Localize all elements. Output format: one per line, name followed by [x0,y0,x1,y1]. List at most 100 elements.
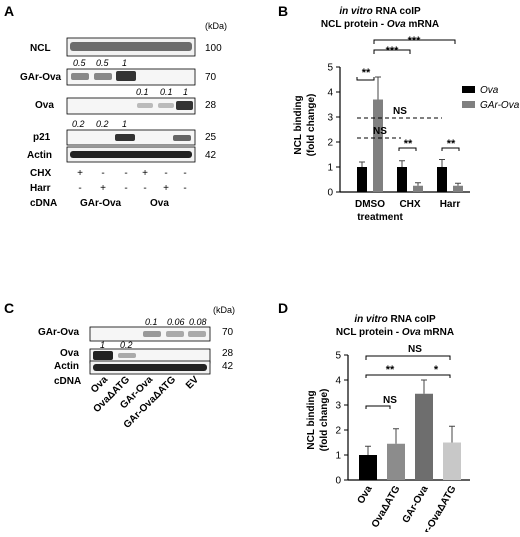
kda-unit-label: (kDa) [205,21,227,31]
xtick-b-1: CHX [399,199,420,210]
quant-p21-1: 0.2 [72,119,85,129]
harr-mark-4: - [143,183,146,194]
mw-actin: 42 [205,150,217,161]
harr-mark-2: + [100,183,106,194]
quant-ova-1: 0.1 [136,87,149,97]
cdna-label-a: cDNA [30,198,57,209]
quant-p21-2: 0.2 [96,119,109,129]
panel-c-blot: (kDa) 0.1 0.06 0.08 GAr-Ova 70 1 0.2 Ova… [38,305,235,431]
mw-c-ova: 28 [222,348,234,359]
chart-d-ytick-label-5: 5 [335,351,341,362]
condition-label-harr: Harr [30,183,51,194]
chart-d-ylabel-2: (fold change) [319,389,330,452]
quant-c-ova-2: 0.2 [120,340,133,350]
chart-b-ytick-label-3: 3 [327,113,333,124]
sig-b-bracket-3 [373,39,456,44]
mw-c-actin: 42 [222,361,234,372]
sig-b-bracket-6 [398,147,417,151]
blot-ova-band-3 [176,101,193,110]
sig-b-bracket-1 [356,77,375,81]
blot-label-ova: Ova [35,100,54,111]
bar-b-chx-0 [397,167,407,192]
harr-mark-6: - [183,183,186,194]
sig-b-bracket-7 [441,147,460,151]
chart-d-ytick-label-4: 4 [335,376,341,387]
chart-b-ytick-label-0: 0 [327,188,333,199]
mw-ncl: 100 [205,43,222,54]
legend-swatch-ova [462,86,475,93]
cdna-label-c: cDNA [54,376,81,387]
chart-d-ytick-label-2: 2 [335,426,341,437]
xtick-d-1: OvaΔATG [370,484,403,530]
chart-d-ytick-label-3: 3 [335,401,341,412]
bar-d-3 [443,442,461,480]
harr-mark-1: - [78,183,81,194]
chx-mark-3: - [124,168,127,179]
bar-b-harr-0 [437,167,447,192]
blot-garova-band-1 [71,73,89,80]
blot-ncl-band [70,42,192,51]
chx-mark-1: + [77,168,83,179]
blot-c-garova-band-2 [166,331,184,337]
sig-b-label-4: NS [393,106,407,117]
chart-d-ytick-label-0: 0 [335,476,341,487]
harr-mark-5: + [163,183,169,194]
blot-c-garova-band-3 [188,331,206,337]
quant-c-garova-3: 0.08 [189,317,207,327]
blot-label-ncl: NCL [30,43,51,54]
sig-b-label-3: *** [408,35,422,47]
blot-c-label-actin: Actin [54,361,79,372]
blot-c-label-garova: GAr-Ova [38,327,80,338]
chart-d-title-line2: NCL protein - Ova mRNA [336,327,454,338]
blot-p21-band-2 [173,135,191,141]
sig-d-label-1: NS [383,395,397,406]
mw-p21: 25 [205,132,217,143]
panel-letter-c: C [4,300,14,316]
blot-p21-band-1 [115,134,135,141]
chx-mark-6: - [183,168,186,179]
blot-c-actin-band [93,364,207,371]
bar-d-1 [387,443,405,480]
sig-d-label-3: NS [408,344,422,355]
bar-b-dmso-1 [373,99,383,192]
chx-mark-2: - [101,168,104,179]
mw-ova: 28 [205,100,217,111]
sig-b-label-7: ** [447,138,456,150]
sig-d-bracket-ns [365,405,391,409]
bar-d-2 [415,393,433,480]
xtick-d-0: Ova [356,484,375,506]
sig-b-bracket-2 [373,49,411,54]
legend-label-ova: Ova [480,85,499,96]
condition-label-chx: CHX [30,168,51,179]
blot-c-garova-band-1 [143,331,161,337]
xtick-b-2: Harr [440,199,461,210]
quant-c-garova-1: 0.1 [145,317,158,327]
mw-c-garova: 70 [222,327,234,338]
chart-b-ytick-label-4: 4 [327,88,333,99]
panel-letter-d: D [278,300,288,316]
bar-b-chx-1 [413,185,423,192]
blot-c-ova-band-2 [118,353,136,358]
blot-c-ova-band-1 [93,351,113,360]
chart-d-title-line1: in vitro RNA coIP [354,314,436,325]
chart-b-title-line2: NCL protein - Ova mRNA [321,19,439,30]
chx-mark-5: - [164,168,167,179]
chart-b-ytick-label-1: 1 [327,163,333,174]
quant-garova-2: 0.5 [96,58,110,68]
chart-b-ytick-label-2: 2 [327,138,333,149]
harr-mark-3: - [124,183,127,194]
blot-ova-frame [66,97,196,115]
quant-ova-2: 0.1 [160,87,173,97]
kda-unit-label-c: (kDa) [213,305,235,315]
sig-b-label-1: ** [362,67,371,79]
chx-mark-4: + [142,168,148,179]
sig-d-bracket-2 [365,374,451,378]
chart-b-xlabel: treatment [357,212,403,223]
quant-garova-3: 1 [122,58,127,68]
xtick-d-2: GAr-Ova [401,484,431,525]
blot-ova-band-2 [158,103,174,108]
blot-label-garova: GAr-Ova [20,72,62,83]
mw-garova: 70 [205,72,217,83]
bar-b-harr-1 [453,185,463,192]
cdna-group-garova: GAr-Ova [80,198,122,209]
